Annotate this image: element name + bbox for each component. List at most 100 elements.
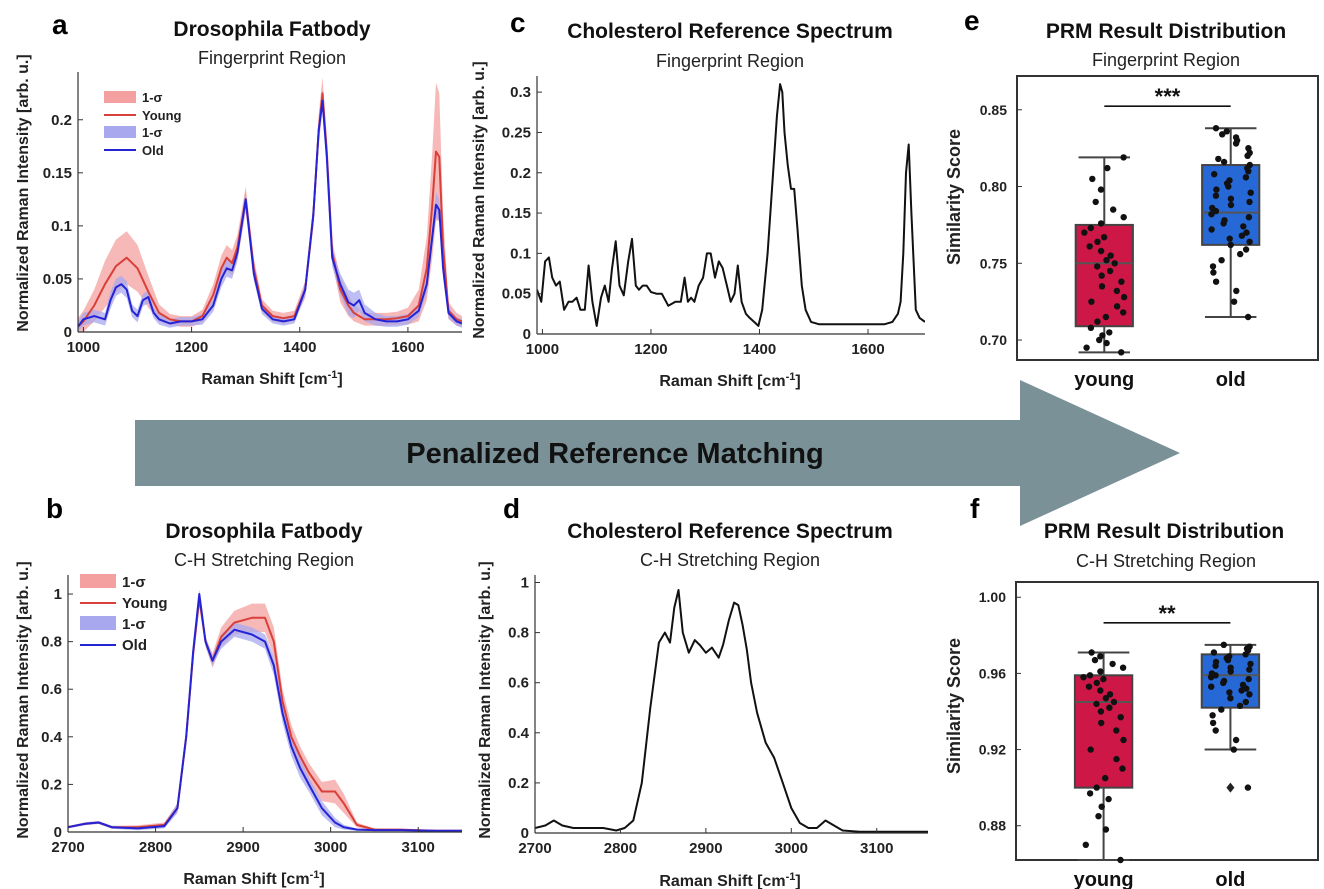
data-point bbox=[1226, 689, 1233, 696]
data-point bbox=[1097, 220, 1105, 227]
data-point bbox=[1209, 263, 1217, 270]
data-point bbox=[1102, 313, 1110, 321]
data-point bbox=[1107, 252, 1114, 259]
data-point bbox=[1085, 683, 1093, 690]
data-point bbox=[1117, 856, 1124, 864]
data-point bbox=[1223, 128, 1231, 135]
panel-a-ylabel: Normalized Raman Intensity [arb. u.] bbox=[15, 54, 32, 331]
series-line-spectrum bbox=[537, 83, 925, 327]
data-point bbox=[1209, 204, 1216, 212]
x-tick-label: 2700 bbox=[518, 840, 551, 857]
y-tick-label: 0.92 bbox=[979, 742, 1006, 758]
data-point bbox=[1118, 278, 1125, 285]
data-point bbox=[1212, 727, 1219, 734]
data-point bbox=[1086, 672, 1094, 679]
data-point bbox=[1110, 698, 1118, 706]
data-point bbox=[1119, 765, 1126, 772]
data-point bbox=[1120, 154, 1127, 161]
data-point bbox=[1097, 653, 1104, 660]
data-point bbox=[1208, 226, 1215, 233]
y-tick-label: 0.05 bbox=[502, 286, 531, 303]
series-line-young bbox=[78, 92, 462, 328]
series-line-young bbox=[68, 597, 462, 832]
panel-f: f PRM Result Distribution C-H Stretching… bbox=[944, 493, 1319, 889]
y-tick-label: 0.75 bbox=[980, 255, 1007, 271]
panel-d-title: Cholesterol Reference Spectrum bbox=[567, 520, 893, 543]
data-point bbox=[1102, 774, 1109, 782]
data-point bbox=[1103, 339, 1110, 347]
legend-label-band-young: 1-σ bbox=[142, 90, 163, 105]
y-tick-label: 0 bbox=[523, 326, 531, 343]
plot-frame bbox=[1015, 581, 1319, 861]
plot-area-a bbox=[78, 77, 462, 332]
data-point bbox=[1113, 755, 1120, 763]
y-tick-label: 0.80 bbox=[980, 179, 1007, 195]
y-tick-label: 0 bbox=[54, 824, 62, 841]
x-tick-label: 1400 bbox=[743, 341, 776, 358]
panel-a: a Drosophila Fatbody Fingerprint Region … bbox=[15, 9, 462, 388]
series-line-spectrum bbox=[535, 589, 928, 833]
data-point bbox=[1111, 260, 1118, 267]
data-point bbox=[1246, 666, 1253, 673]
data-point bbox=[1220, 677, 1228, 685]
x-tick-label: 1200 bbox=[634, 341, 667, 358]
data-point bbox=[1210, 649, 1218, 656]
y-tick-label: 0.2 bbox=[51, 112, 72, 129]
y-tick-label: 0.2 bbox=[41, 776, 62, 793]
data-point bbox=[1086, 790, 1094, 797]
panel-b: b Drosophila Fatbody C-H Stretching Regi… bbox=[15, 493, 462, 888]
data-point bbox=[1244, 313, 1252, 321]
data-point bbox=[1094, 263, 1101, 270]
x-tick-label: 1600 bbox=[391, 339, 424, 356]
arrow-shape bbox=[135, 380, 1180, 526]
data-point bbox=[1240, 223, 1247, 230]
x-tick-label: 1200 bbox=[175, 339, 208, 356]
data-point bbox=[1208, 670, 1216, 677]
panel-letter-c: c bbox=[510, 7, 526, 38]
data-point bbox=[1209, 719, 1217, 727]
y-tick-label: 0.70 bbox=[980, 332, 1007, 348]
data-point bbox=[1120, 309, 1127, 316]
data-point bbox=[1117, 714, 1124, 721]
data-point bbox=[1246, 691, 1253, 698]
data-point bbox=[1230, 298, 1238, 305]
data-point bbox=[1243, 229, 1250, 236]
panel-c: c Cholesterol Reference Spectrum Fingerp… bbox=[471, 7, 925, 390]
x-tick-label: 1400 bbox=[283, 339, 316, 356]
significance-label: *** bbox=[1155, 84, 1181, 109]
x-tick-label: 2800 bbox=[604, 840, 637, 857]
data-point bbox=[1213, 186, 1220, 193]
x-tick-label: 1000 bbox=[67, 339, 100, 356]
plot-area-b bbox=[68, 589, 462, 832]
category-label-old: old bbox=[1215, 869, 1245, 889]
panel-d-subtitle: C-H Stretching Region bbox=[640, 550, 820, 570]
x-tick-label: 2900 bbox=[226, 839, 259, 856]
series-line-old bbox=[68, 593, 462, 832]
y-tick-label: 0 bbox=[64, 324, 72, 341]
data-point bbox=[1100, 675, 1107, 683]
data-point bbox=[1098, 719, 1105, 727]
panel-b-title: Drosophila Fatbody bbox=[165, 520, 362, 543]
data-point bbox=[1221, 217, 1228, 224]
data-point bbox=[1113, 287, 1121, 295]
data-point bbox=[1105, 795, 1112, 803]
data-point bbox=[1120, 293, 1128, 301]
data-point bbox=[1106, 329, 1113, 336]
data-point bbox=[1220, 641, 1228, 648]
data-point bbox=[1212, 125, 1220, 132]
panel-letter-e: e bbox=[964, 5, 980, 36]
data-point bbox=[1081, 229, 1088, 236]
panel-f-title: PRM Result Distribution bbox=[1044, 520, 1284, 543]
y-tick-label: 0 bbox=[521, 825, 529, 842]
y-tick-label: 0.1 bbox=[510, 245, 531, 262]
data-point bbox=[1102, 826, 1110, 833]
y-tick-label: 0.15 bbox=[502, 205, 531, 222]
panel-a-legend: 1-σ Young 1-σ Old bbox=[104, 90, 182, 158]
plot-a: 1000 1200 1400 1600 0 0.05 0.1 0.15 0.2 bbox=[43, 72, 462, 356]
data-point bbox=[1226, 653, 1233, 660]
data-point bbox=[1245, 145, 1252, 152]
data-point bbox=[1230, 746, 1238, 753]
legend-band-old bbox=[104, 126, 136, 138]
data-point bbox=[1097, 687, 1104, 694]
data-point bbox=[1109, 660, 1116, 668]
